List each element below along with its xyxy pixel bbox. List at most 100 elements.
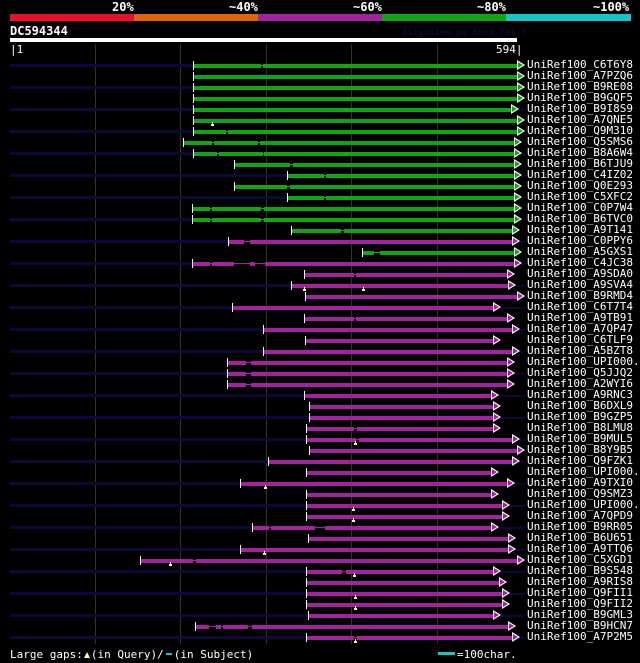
hit-row[interactable]: UniRef100_B9MUL5	[0, 432, 640, 445]
hit-label[interactable]: UniRef100_A9RIS8	[527, 575, 633, 588]
hit-label[interactable]: UniRef100_B6DXL9	[527, 399, 633, 412]
hit-row[interactable]: UniRef100_A9TXI0	[0, 476, 640, 489]
hit-row[interactable]: UniRef100_A9RIS8	[0, 575, 640, 588]
hit-row[interactable]: UniRef100_A9TTQ6	[0, 542, 640, 555]
hit-label[interactable]: UniRef100_A5BZT8	[527, 344, 633, 357]
hit-label[interactable]: UniRef100_Q9SMZ3	[527, 487, 633, 500]
hit-row[interactable]: UniRef100_B9RE08	[0, 80, 640, 93]
hit-row[interactable]: UniRef100_B8A6W4	[0, 146, 640, 159]
hit-row[interactable]: UniRef100_B6TVC0	[0, 212, 640, 225]
hit-row[interactable]: UniRef100_C6TLF9	[0, 333, 640, 346]
hit-row[interactable]: UniRef100_Q5JJQ2	[0, 366, 640, 379]
hit-row[interactable]: UniRef100_Q5SMS6	[0, 135, 640, 148]
hit-row[interactable]: UniRef100_A7QP47	[0, 322, 640, 335]
hit-label[interactable]: UniRef100_B8Y9B5	[527, 443, 633, 456]
hit-row[interactable]: UniRef100_A7QNE5	[0, 113, 640, 126]
hit-label[interactable]: UniRef100_B9RMD4	[527, 289, 633, 302]
hit-label[interactable]: UniRef100_C5XFC2	[527, 190, 633, 203]
hit-row[interactable]: UniRef100_B9GQF5	[0, 91, 640, 104]
hit-label[interactable]: UniRef100_Q0E293	[527, 179, 633, 192]
hit-row[interactable]: UniRef100_B9GML3	[0, 608, 640, 621]
hit-label[interactable]: UniRef100_Q9FII2	[527, 597, 633, 610]
hit-row[interactable]: UniRef100_UPI000..	[0, 355, 640, 368]
hit-label[interactable]: UniRef100_A9SVA4	[527, 278, 633, 291]
hit-label[interactable]: UniRef100_A2WYI6	[527, 377, 633, 390]
hit-row[interactable]: UniRef100_A7P2M5	[0, 630, 640, 643]
hit-label[interactable]: UniRef100_C5XGD1	[527, 553, 633, 566]
hit-label[interactable]: UniRef100_UPI000..	[527, 498, 640, 511]
hit-row[interactable]: UniRef100_A2WYI6	[0, 377, 640, 390]
hit-label[interactable]: UniRef100_C4IZ02	[527, 168, 633, 181]
hit-label[interactable]: UniRef100_B6TJU9	[527, 157, 633, 170]
hit-label[interactable]: UniRef100_B9HCN7	[527, 619, 633, 632]
hit-row[interactable]: UniRef100_Q0E293	[0, 179, 640, 192]
hit-row[interactable]: UniRef100_B6TJU9	[0, 157, 640, 170]
hit-label[interactable]: UniRef100_B9RE08	[527, 80, 633, 93]
hit-label[interactable]: UniRef100_B9I8S9	[527, 102, 633, 115]
hit-row[interactable]: UniRef100_Q9M310	[0, 124, 640, 137]
hit-row[interactable]: UniRef100_B6DXL9	[0, 399, 640, 412]
hit-row[interactable]: UniRef100_Q9FII1	[0, 586, 640, 599]
hit-row[interactable]: UniRef100_UPI000..	[0, 465, 640, 478]
hit-row[interactable]: UniRef100_A7PZQ6	[0, 69, 640, 82]
hit-row[interactable]: UniRef100_B9GZP5	[0, 410, 640, 423]
hit-label[interactable]: UniRef100_A5GXS1	[527, 245, 633, 258]
hit-row[interactable]: UniRef100_C0P7W4	[0, 201, 640, 214]
hit-row[interactable]: UniRef100_A7QPD9	[0, 509, 640, 522]
hit-label[interactable]: UniRef100_A7PZQ6	[527, 69, 633, 82]
hit-label[interactable]: UniRef100_A7QPD9	[527, 509, 633, 522]
hit-label[interactable]: UniRef100_A9TB91	[527, 311, 633, 324]
hit-row[interactable]: UniRef100_Q9FII2	[0, 597, 640, 610]
hit-row[interactable]: UniRef100_B9HCN7	[0, 619, 640, 632]
hit-label[interactable]: UniRef100_A9TXI0	[527, 476, 633, 489]
hit-label[interactable]: UniRef100_Q5JJQ2	[527, 366, 633, 379]
hit-label[interactable]: UniRef100_Q9FZK1	[527, 454, 633, 467]
hit-label[interactable]: UniRef100_A9SDA0	[527, 267, 633, 280]
hit-row[interactable]: UniRef100_C6T7T4	[0, 300, 640, 313]
hit-row[interactable]: UniRef100_UPI000..	[0, 498, 640, 511]
hit-label[interactable]: UniRef100_B8LMU8	[527, 421, 633, 434]
hit-row[interactable]: UniRef100_C6T6Y8	[0, 58, 640, 71]
hit-label[interactable]: UniRef100_Q5SMS6	[527, 135, 633, 148]
hit-label[interactable]: UniRef100_UPI000..	[527, 355, 640, 368]
hit-label[interactable]: UniRef100_B9GZP5	[527, 410, 633, 423]
hit-label[interactable]: UniRef100_C6T7T4	[527, 300, 633, 313]
hit-row[interactable]: UniRef100_C0PPY6	[0, 234, 640, 247]
hit-row[interactable]: UniRef100_B9S548	[0, 564, 640, 577]
hit-row[interactable]: UniRef100_A5GXS1	[0, 245, 640, 258]
hit-label[interactable]: UniRef100_C0P7W4	[527, 201, 633, 214]
hit-label[interactable]: UniRef100_B8A6W4	[527, 146, 633, 159]
hit-row[interactable]: UniRef100_B9I8S9	[0, 102, 640, 115]
hit-label[interactable]: UniRef100_A9T141	[527, 223, 633, 236]
hit-label[interactable]: UniRef100_C0PPY6	[527, 234, 633, 247]
hit-row[interactable]: UniRef100_A9T141	[0, 223, 640, 236]
hit-label[interactable]: UniRef100_B6U651	[527, 531, 633, 544]
hit-row[interactable]: UniRef100_C4IZ02	[0, 168, 640, 181]
hit-label[interactable]: UniRef100_C4JC38	[527, 256, 633, 269]
hit-row[interactable]: UniRef100_A9SDA0	[0, 267, 640, 280]
hit-row[interactable]: UniRef100_C5XGD1	[0, 553, 640, 566]
hit-row[interactable]: UniRef100_Q9FZK1	[0, 454, 640, 467]
hit-label[interactable]: UniRef100_A7QP47	[527, 322, 633, 335]
hit-label[interactable]: UniRef100_UPI000..	[527, 465, 640, 478]
hit-row[interactable]: UniRef100_B6U651	[0, 531, 640, 544]
hit-label[interactable]: UniRef100_B9S548	[527, 564, 633, 577]
hit-row[interactable]: UniRef100_B9RMD4	[0, 289, 640, 302]
hit-label[interactable]: UniRef100_B9MUL5	[527, 432, 633, 445]
hit-row[interactable]: UniRef100_Q9SMZ3	[0, 487, 640, 500]
hit-row[interactable]: UniRef100_B8Y9B5	[0, 443, 640, 456]
hit-row[interactable]: UniRef100_A9RNC3	[0, 388, 640, 401]
hit-label[interactable]: UniRef100_B9GQF5	[527, 91, 633, 104]
hit-label[interactable]: UniRef100_Q9FII1	[527, 586, 633, 599]
hit-label[interactable]: UniRef100_B9GML3	[527, 608, 633, 621]
hit-label[interactable]: UniRef100_A7QNE5	[527, 113, 633, 126]
hit-label[interactable]: UniRef100_C6T6Y8	[527, 58, 633, 71]
hit-label[interactable]: UniRef100_A9TTQ6	[527, 542, 633, 555]
hit-row[interactable]: UniRef100_A9SVA4	[0, 278, 640, 291]
hit-row[interactable]: UniRef100_A9TB91	[0, 311, 640, 324]
hit-label[interactable]: UniRef100_C6TLF9	[527, 333, 633, 346]
hit-row[interactable]: UniRef100_B8LMU8	[0, 421, 640, 434]
hit-label[interactable]: UniRef100_A9RNC3	[527, 388, 633, 401]
hit-row[interactable]: UniRef100_C5XFC2	[0, 190, 640, 203]
hit-row[interactable]: UniRef100_C4JC38	[0, 256, 640, 269]
